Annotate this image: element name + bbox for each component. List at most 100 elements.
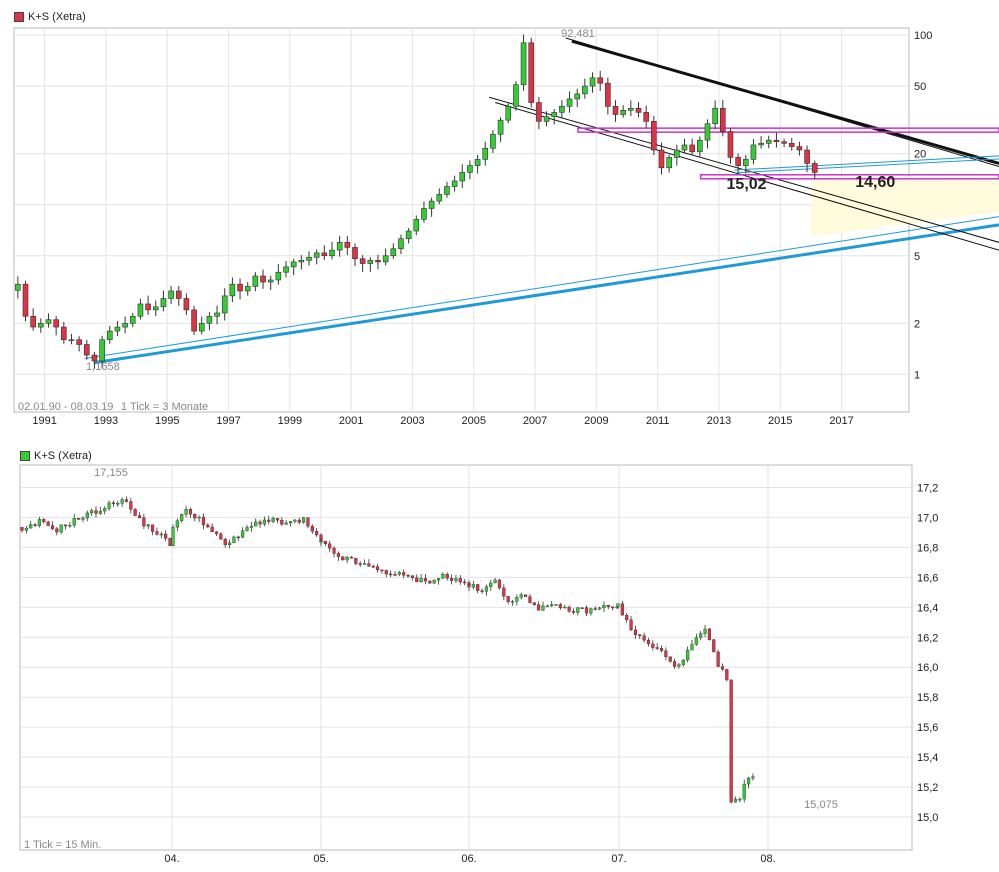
bottom-candle — [168, 538, 172, 546]
top-candle — [628, 107, 634, 111]
top-x-tick-label: 1993 — [94, 415, 118, 427]
bottom-candle — [625, 615, 629, 620]
top-candle — [114, 326, 121, 332]
top-high-label: 92,481 — [561, 28, 595, 40]
bottom-candle — [419, 578, 423, 583]
bottom-candle — [554, 604, 558, 606]
bottom-chart-legend: K+S (Xetra) — [20, 450, 92, 462]
top-y-tick-label: 20 — [914, 149, 926, 161]
bottom-candle — [738, 798, 742, 801]
bottom-candle — [319, 540, 323, 543]
bottom-candle — [597, 607, 602, 610]
bottom-candle — [664, 650, 668, 657]
bottom-candle — [63, 524, 68, 527]
bottom-candle — [537, 604, 541, 611]
top-candle — [168, 290, 174, 299]
bottom-candle — [155, 531, 159, 535]
bottom-grid: 04. 05. 06. 07. 08. 15,0 15,2 15,4 15,6 15,8 16,0 1… — [20, 465, 938, 865]
top-chart-legend: K+S (Xetra) — [14, 11, 86, 23]
bottom-candle — [98, 510, 102, 514]
bottom-candle — [694, 637, 698, 645]
bottom-candle — [454, 578, 458, 581]
bottom-candle — [606, 605, 610, 608]
top-candle — [382, 255, 389, 263]
bottom-candle — [733, 798, 738, 803]
top-x-tick-label: 2017 — [829, 415, 853, 427]
bottom-candle — [406, 574, 410, 577]
bottom-candle — [24, 527, 28, 531]
support-zone-fill — [810, 176, 999, 237]
top-candle — [436, 194, 443, 202]
top-candle — [15, 283, 21, 291]
top-candle — [635, 107, 642, 113]
cyan-support-line-2 — [734, 155, 999, 171]
bottom-candle — [323, 540, 327, 545]
bottom-candle — [201, 516, 206, 526]
bottom-candle — [436, 578, 441, 581]
top-candle — [666, 157, 672, 169]
top-x-tick-label: 2013 — [707, 415, 731, 427]
top-candle — [229, 283, 236, 297]
top-candle — [773, 139, 780, 143]
top-candle — [497, 119, 504, 135]
bottom-candle — [751, 776, 755, 779]
bottom-candle — [180, 514, 184, 521]
bottom-candle — [293, 519, 297, 522]
bottom-candle — [124, 499, 129, 502]
long-term-support-line — [93, 223, 999, 365]
bottom-y-tick-label: 16,4 — [917, 602, 938, 614]
bottom-candle — [746, 777, 751, 785]
top-candle — [283, 266, 289, 273]
bottom-candle — [423, 578, 428, 582]
top-x-tick-label: 1995 — [155, 415, 179, 427]
top-candle — [704, 123, 711, 141]
bottom-candle — [328, 543, 332, 549]
bottom-x-tick-label: 06. — [461, 853, 476, 865]
bottom-candle — [227, 542, 232, 546]
bottom-candle — [541, 605, 545, 611]
bottom-tick-info: 1 Tick = 15 Min. — [24, 839, 101, 851]
bottom-candle — [655, 647, 659, 649]
bottom-candle — [358, 563, 362, 565]
top-date-range: 02.01.90 - 08.03.19 — [18, 401, 113, 413]
bottom-y-tick-label: 16,0 — [917, 662, 938, 674]
bottom-candle — [33, 524, 37, 526]
bottom-candle — [184, 509, 188, 515]
top-candle — [68, 339, 75, 342]
bottom-candle — [699, 633, 703, 638]
bottom-candle — [611, 606, 615, 609]
bottom-candle — [362, 563, 367, 565]
bottom-y-tick-label: 15,2 — [917, 782, 938, 794]
top-candle — [61, 326, 67, 341]
top-candle — [352, 247, 358, 260]
bottom-y-tick-label: 17,2 — [917, 482, 938, 494]
bottom-candle — [341, 556, 345, 561]
bottom-candle — [254, 521, 258, 527]
top-candle — [574, 93, 581, 100]
bottom-candle — [515, 597, 519, 602]
magenta-resistance-band — [577, 127, 999, 133]
top-candle — [329, 249, 335, 257]
top-candle — [206, 315, 213, 324]
bottom-chart-title: K+S (Xetra) — [34, 450, 92, 462]
bottom-candle — [467, 584, 471, 588]
top-candle — [183, 298, 190, 311]
top-candle — [290, 261, 297, 268]
top-overlays — [84, 37, 999, 365]
top-candle — [22, 283, 29, 317]
top-low-label: 1,1658 — [86, 361, 120, 373]
top-candle — [244, 286, 251, 292]
bottom-candle — [210, 526, 214, 533]
top-candle — [528, 42, 535, 103]
bottom-candle — [262, 519, 267, 525]
bottom-candle — [497, 579, 502, 589]
top-candle — [712, 107, 718, 125]
downtrend-resistance-line-thin — [565, 37, 999, 167]
bottom-candle — [120, 499, 124, 504]
bottom-candle — [672, 661, 677, 667]
top-candle — [811, 163, 818, 173]
top-candle — [91, 354, 98, 362]
bottom-candle — [480, 590, 484, 592]
bottom-candle — [150, 524, 155, 532]
top-candle — [796, 146, 803, 151]
